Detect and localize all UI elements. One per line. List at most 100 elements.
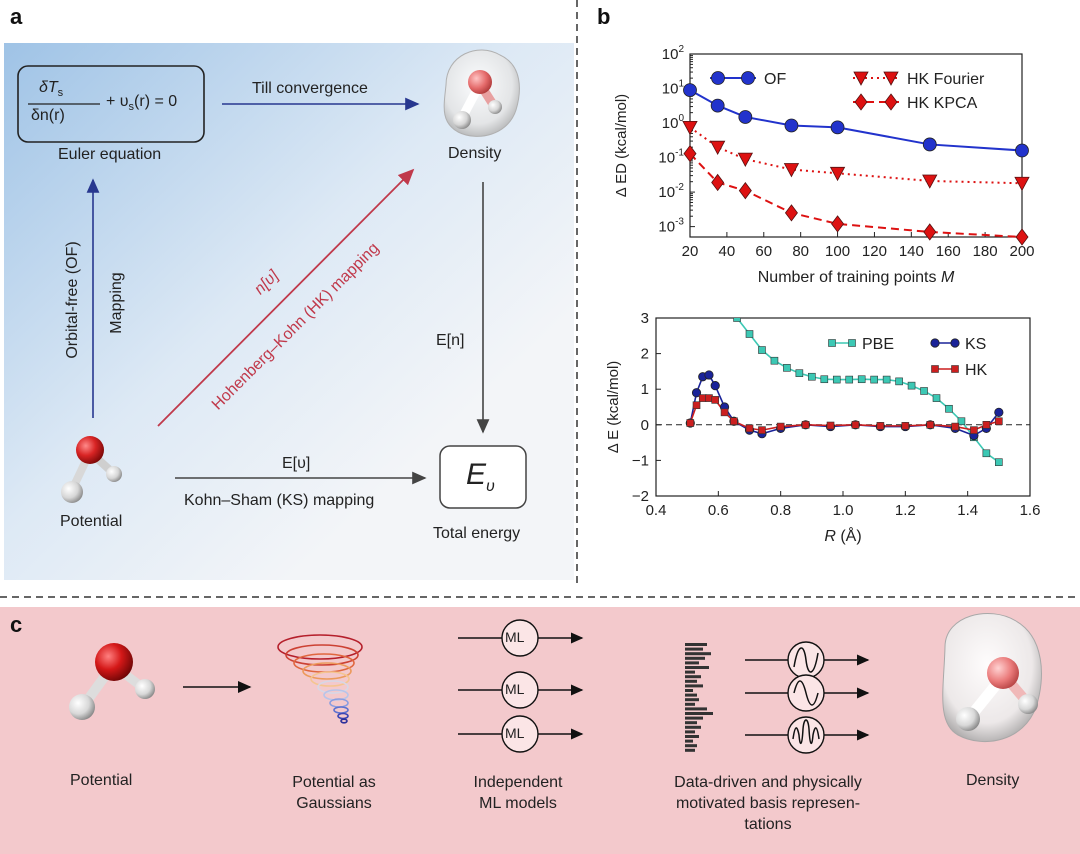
ml-model-3 [458,715,584,753]
chart2-point-pbe [808,372,816,381]
chart1-x-axis-label: Number of training points M [758,269,955,286]
chart1-y-tick-label: 10-1 [658,148,684,167]
chart2-series-pbe [736,318,1000,463]
ml-model-1 [458,619,584,657]
chart1-point-of [784,118,799,133]
chart1-legend-marker [853,71,869,86]
chart2-legend-marker [930,338,940,348]
chart2-point-hk [995,417,1003,426]
chart1-point-hk-kpca [784,204,798,222]
chart2-point-ks [994,407,1004,417]
chart1-point-hk-kpca [683,144,697,163]
potential-label: Potential [60,513,123,530]
chart2-point-pbe [845,375,854,384]
chart2-x-tick-label: 1.4 [957,502,978,519]
basis-coefficient-bar [685,652,711,656]
basis-coefficient-bar [685,721,697,725]
chart2-legend-label: KS [965,336,986,353]
basis-function-3 [745,716,870,754]
chart2-legend-label: HK [965,362,988,379]
basis-coefficient-bar [685,712,713,715]
chart2-point-pbe [857,375,866,384]
chart2-point-hk [730,417,738,426]
chart1-frame [689,53,1023,238]
step-basis-label: Data-driven and physically motivated basi… [674,774,862,833]
chart2-y-tick-label: −1 [632,452,649,469]
chart2-point-pbe [932,394,941,402]
euler-equation-caption: Euler equation [58,146,162,163]
chart2-point-hk [951,422,960,431]
chart1-y-axis-label: Δ ED (kcal/mol) [613,94,630,197]
chart1-point-of [830,120,845,135]
chart2-x-tick-label: 1.0 [833,502,854,519]
chart2-point-hk [720,408,729,417]
basis-coefficient-bar [685,748,695,752]
chart2-point-pbe [820,375,829,384]
basis-coefficient-bar [685,670,695,674]
chart1-point-hk-fourier [1014,176,1030,192]
chart2-point-hk [901,422,910,430]
chart2-point-pbe [758,346,766,354]
step-gaussians-label: Potential as Gaussians [292,774,376,812]
chart2-frame [655,317,1031,497]
chart2-point-pbe [870,375,878,384]
panel-b-letter: b [597,4,611,29]
chart1-legend-marker [884,93,898,111]
density-label: Density [448,145,502,162]
step-potential-label: Potential [70,772,133,789]
chart2-point-hk [801,421,810,429]
chart2-point-pbe [770,356,779,365]
chart2-legend-marker [950,338,960,348]
chart2-point-hk [686,419,695,427]
total-energy-box [439,445,527,509]
panel-c-letter: c [10,612,23,637]
chart2-point-pbe [832,375,841,384]
e-of-v-label: E[υ] [282,455,311,472]
chart2-legend-label: PBE [862,336,894,353]
chart1-point-hk-fourier [829,166,846,182]
chart1-point-hk-fourier [737,152,754,167]
chart1-y-tick-label: 102 [662,44,685,63]
chart2-point-ks [691,388,702,398]
chart2-y-tick-label: 1 [641,381,649,398]
basis-coefficient-bar [685,735,699,738]
chart1-point-hk-fourier [922,174,938,189]
chart1-legend-label: HK Fourier [907,71,985,88]
chart2-point-pbe [895,377,903,386]
chart1-point-hk-fourier [709,140,726,156]
chart2-point-hk [970,426,978,434]
bond-length-chart: 0.4 0.6 0.8 1.0 1.2 1.4 1.6 −2 −1 0 1 2 3 R (Å) Δ E (k… [605,310,1040,545]
basis-coefficient-bar [685,716,703,720]
panel-c-pipeline [69,613,1042,754]
ks-mapping-label: Kohn–Sham (KS) mapping [184,492,375,509]
chart2-legend-marker [848,339,856,347]
step-density-label: Density [966,772,1020,789]
chart2-plot-area [685,318,1004,466]
chart2-point-pbe [733,318,741,322]
euler-rhs: + υs(r) = 0 [106,93,178,114]
density-molecule-c-icon [942,613,1042,742]
chart1-x-tick-label: 160 [936,243,961,260]
chart1-point-hk-kpca [923,223,937,241]
chart2-legend-marker [931,365,939,373]
panel-a-diagram [4,43,574,580]
basis-coefficient-bar [685,744,697,748]
chart2-point-pbe [920,387,928,395]
chart2-x-axis-label: R (Å) [824,526,861,545]
ml-models-group [458,619,584,753]
basis-coefficient-bar [685,679,697,683]
chart1-x-tick-label: 40 [719,243,736,260]
chart1-legend-marker [741,71,755,85]
basis-coefficient-bar [685,643,707,646]
chart1-y-tick-label: 100 [662,113,685,132]
chart2-x-tick-label: 0.4 [646,502,667,519]
chart1-point-hk-kpca [738,181,752,200]
chart1-legend-label: OF [764,71,786,88]
chart1-x-tick-label: 180 [973,243,998,260]
till-convergence-label: Till convergence [252,80,368,97]
chart2-x-tick-label: 1.2 [895,502,916,519]
step-ml-models-label: Independent ML models [473,774,563,812]
chart2-point-hk [926,421,935,429]
chart2-legend-marker [951,365,959,373]
basis-coefficient-bar [685,647,703,651]
